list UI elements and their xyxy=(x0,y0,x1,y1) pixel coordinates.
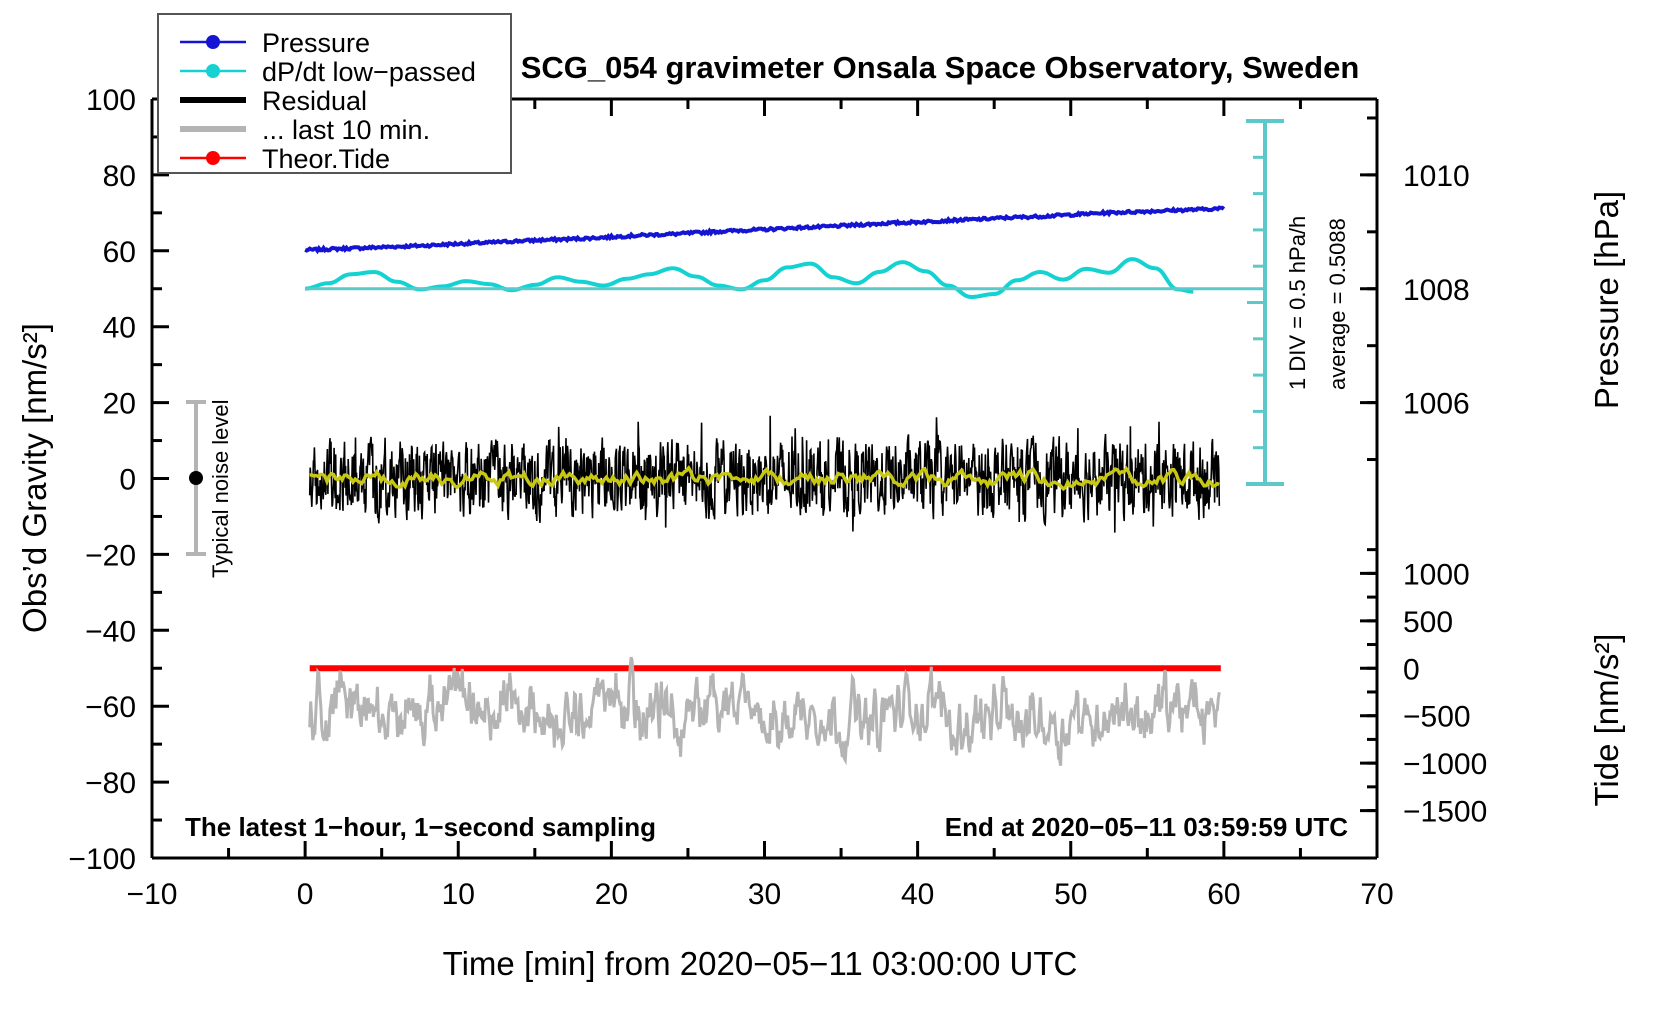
legend-item-last-10-min[interactable]: ... last 10 min. xyxy=(180,115,430,145)
scale-bar-average-label: average = 0.5088 xyxy=(1325,218,1350,390)
ytick-tide: −1500 xyxy=(1403,796,1487,829)
legend-label: dP/dt low−passed xyxy=(262,57,476,87)
legend-item-dp-dt-low-passed[interactable]: dP/dt low−passed xyxy=(180,57,476,87)
ytick-left: −40 xyxy=(85,615,136,648)
left-axis-ticklabels: 100 80 60 40 20 0 −20 −40 −60 −80 −100 xyxy=(68,84,136,876)
dpdt-scale-bar: 1 DIV = 0.5 hPa/h average = 0.5088 xyxy=(1246,119,1350,486)
page-title: SCG_054 gravimeter Onsala Space Observat… xyxy=(521,50,1360,85)
pressure-trace xyxy=(304,205,1226,255)
xtick: 40 xyxy=(901,878,934,911)
xtick: 30 xyxy=(748,878,781,911)
xtick: 60 xyxy=(1207,878,1240,911)
legend-item-pressure[interactable]: Pressure xyxy=(180,28,370,58)
data-traces xyxy=(304,205,1265,766)
ytick-tide: −1000 xyxy=(1403,748,1487,781)
x-axis-label: Time [min] from 2020−05−11 03:00:00 UTC xyxy=(443,945,1078,982)
footer-left: The latest 1−hour, 1−second sampling xyxy=(185,812,656,842)
right-axis-ticks xyxy=(1360,116,1377,813)
scale-bar-div-label: 1 DIV = 0.5 hPa/h xyxy=(1285,216,1310,390)
ytick-pressure: 1006 xyxy=(1403,388,1470,421)
ytick-left: −100 xyxy=(68,843,136,876)
legend-label: Residual xyxy=(262,86,367,116)
typical-noise-marker: Typical noise level xyxy=(186,399,233,578)
ytick-tide: −500 xyxy=(1403,701,1471,734)
ytick-left: 40 xyxy=(103,312,136,345)
footer-right: End at 2020−05−11 03:59:59 UTC xyxy=(945,812,1348,842)
y-axis-label-tide: Tide [nm/s²] xyxy=(1588,634,1625,807)
xtick: 0 xyxy=(297,878,314,911)
ytick-left: −80 xyxy=(85,767,136,800)
legend-label: ... last 10 min. xyxy=(262,115,430,145)
ytick-left: −20 xyxy=(85,539,136,572)
legend-label: Theor.Tide xyxy=(262,144,390,174)
xtick: 20 xyxy=(595,878,628,911)
legend-marker-dot xyxy=(206,151,220,165)
y-axis-label-pressure: Pressure [hPa] xyxy=(1588,191,1625,409)
pressure-axis-ticklabels: 1010 1008 1006 xyxy=(1403,160,1470,421)
ytick-tide: 1000 xyxy=(1403,558,1470,591)
legend-label: Pressure xyxy=(262,28,370,58)
xtick: 70 xyxy=(1360,878,1393,911)
left-axis-ticks xyxy=(152,97,169,860)
ytick-tide: 0 xyxy=(1403,653,1420,686)
residual-trace xyxy=(308,415,1221,533)
bottom-axis-ticks xyxy=(150,99,1379,858)
ytick-left: 20 xyxy=(103,388,136,421)
xtick: 10 xyxy=(442,878,475,911)
last-10-min-trace xyxy=(308,656,1221,766)
legend-item-residual[interactable]: Residual xyxy=(180,86,367,116)
smoothed-residual-trace xyxy=(309,465,1220,492)
legend-marker-dot xyxy=(206,35,220,49)
ytick-pressure: 1008 xyxy=(1403,274,1470,307)
ytick-left: 0 xyxy=(119,464,136,497)
xtick: −10 xyxy=(127,878,178,911)
dpdt-trace xyxy=(304,257,1194,299)
legend-item-theor-tide[interactable]: Theor.Tide xyxy=(180,144,390,174)
ytick-pressure: 1010 xyxy=(1403,160,1470,193)
ytick-left: 60 xyxy=(103,236,136,269)
ytick-left: 100 xyxy=(86,84,136,117)
bottom-axis-ticklabels: −10 0 10 20 30 40 50 60 70 xyxy=(127,878,1394,911)
legend-marker-dot xyxy=(206,64,220,78)
ytick-left: −60 xyxy=(85,691,136,724)
tide-axis-ticklabels: 1000 500 0 −500 −1000 −1500 xyxy=(1403,558,1487,828)
y-axis-label-left: Obs’d Gravity [nm/s²] xyxy=(16,323,53,633)
ytick-left: 80 xyxy=(103,160,136,193)
typical-noise-level-label: Typical noise level xyxy=(208,399,233,578)
xtick: 50 xyxy=(1054,878,1087,911)
ytick-tide: 500 xyxy=(1403,606,1453,639)
